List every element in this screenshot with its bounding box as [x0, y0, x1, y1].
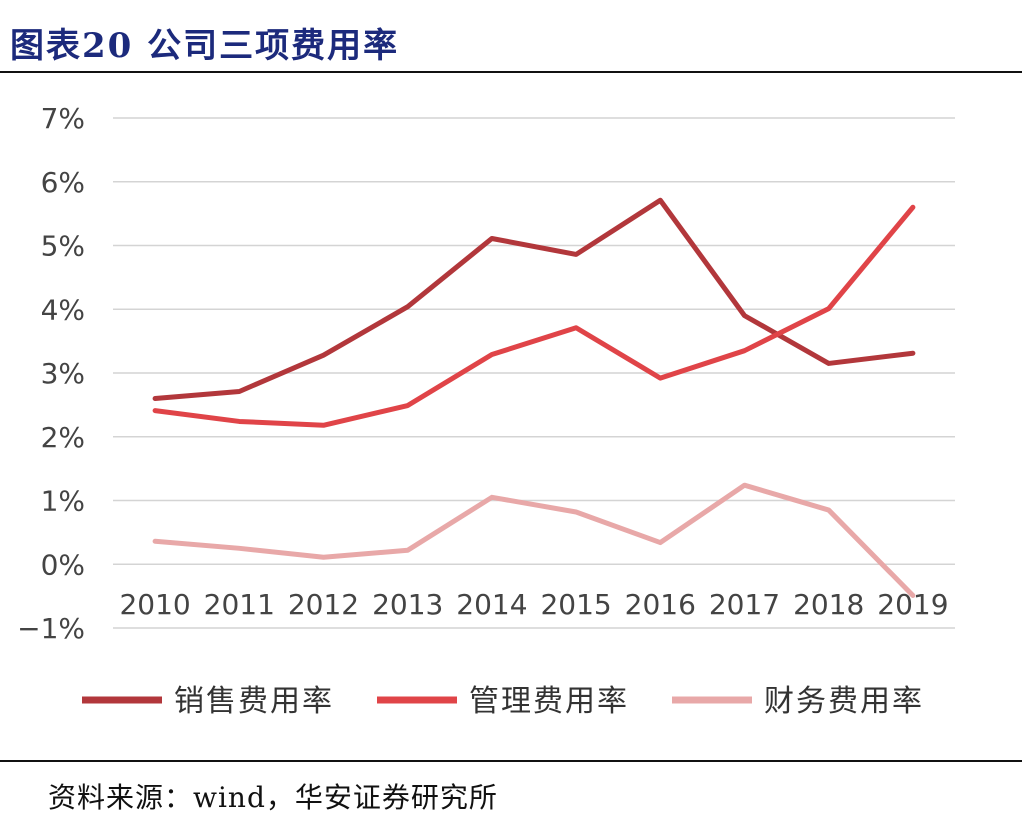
x-tick-label: 2014 — [456, 588, 527, 621]
x-tick-label: 2015 — [540, 588, 611, 621]
y-tick-label: −1% — [17, 612, 85, 645]
y-tick-label: 7% — [41, 102, 85, 135]
y-tick-label: 3% — [41, 357, 85, 390]
source-note: 资料来源：wind，华安证券研究所 — [48, 781, 498, 814]
title-divider — [0, 71, 1022, 73]
chart-title: 图表20 公司三项费用率 — [10, 26, 400, 66]
legend-label: 管理费用率 — [469, 684, 629, 719]
y-tick-label: 4% — [41, 293, 85, 326]
x-tick-label: 2011 — [204, 588, 275, 621]
line-chart: −1% 0% 1% 2% 3% 4% 5% 6% 7% 2010 2011 2012 2013 2014 2… — [17, 102, 955, 719]
x-tick-label: 2013 — [372, 588, 443, 621]
series-line-3 — [152, 482, 916, 598]
y-tick-label: 0% — [41, 548, 85, 581]
y-tick-label: 5% — [41, 230, 85, 263]
y-tick-label: 6% — [41, 166, 85, 199]
x-tick-label: 2010 — [119, 588, 190, 621]
series-line-1 — [152, 197, 916, 401]
x-tick-label: 2012 — [288, 588, 359, 621]
x-tick-label: 2016 — [625, 588, 696, 621]
series-line-2 — [152, 204, 916, 428]
legend-label: 财务费用率 — [764, 684, 924, 719]
footer-divider — [0, 760, 1022, 762]
legend-label: 销售费用率 — [174, 684, 334, 719]
y-tick-label: 1% — [41, 485, 85, 518]
x-tick-label: 2018 — [793, 588, 864, 621]
x-tick-label: 2017 — [709, 588, 780, 621]
y-tick-label: 2% — [41, 421, 85, 454]
